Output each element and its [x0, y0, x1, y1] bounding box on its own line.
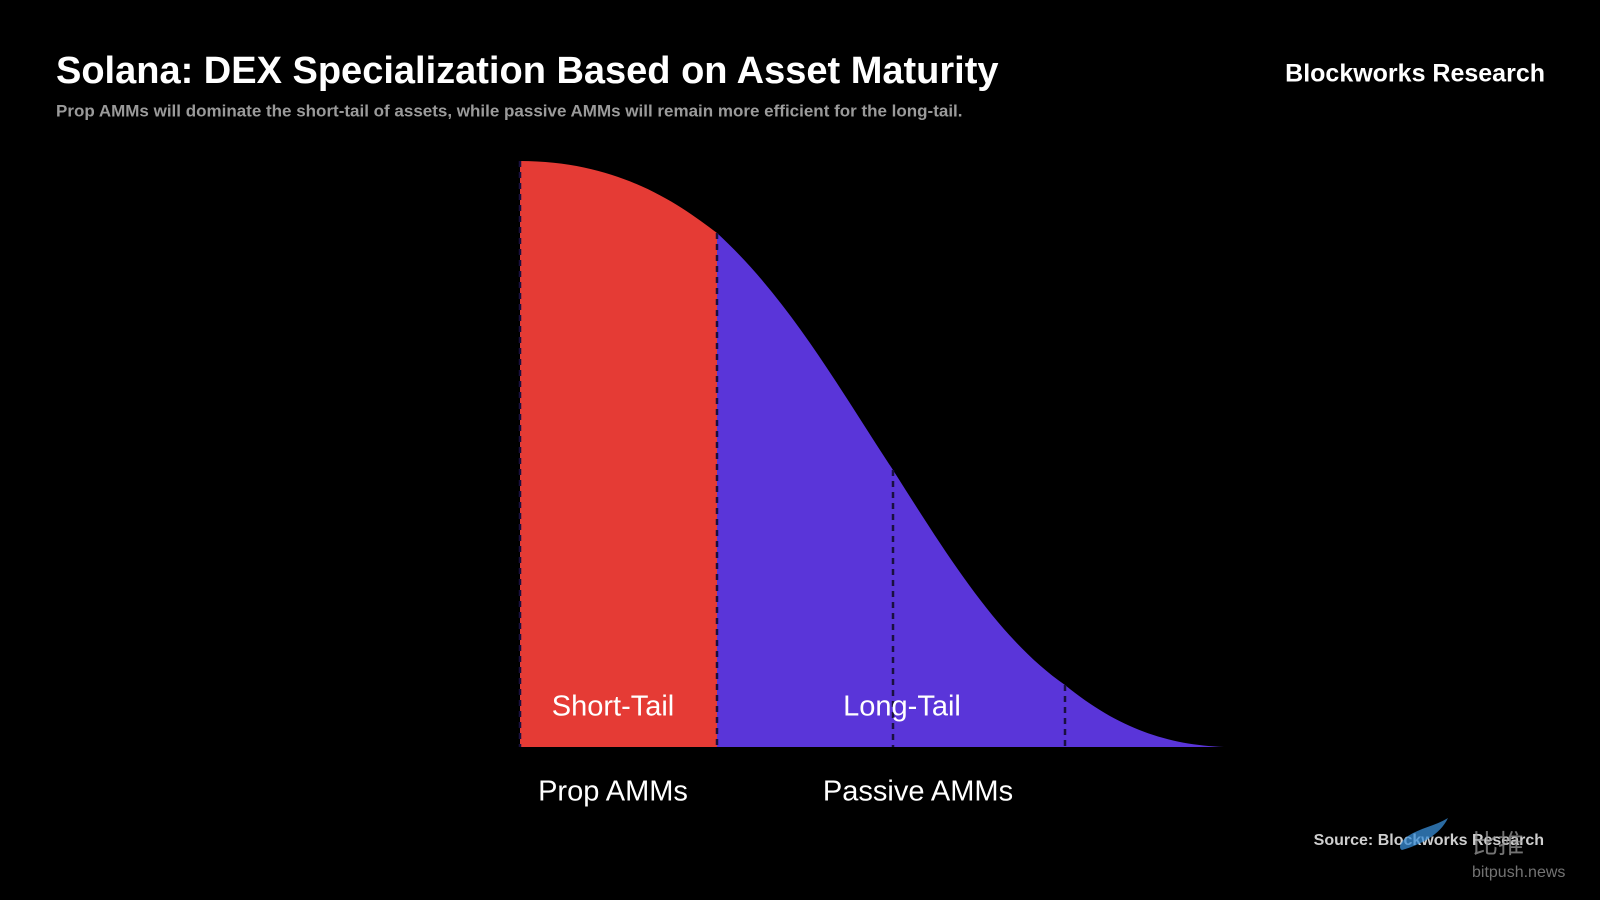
- category-label: Prop AMMs: [538, 776, 688, 808]
- region-label: Long-Tail: [843, 691, 961, 723]
- watermark-logo-text: 比推: [1472, 829, 1524, 859]
- category-label: Passive AMMs: [823, 776, 1013, 808]
- short-tail-area: [520, 161, 717, 747]
- long-tail-area: [717, 233, 1224, 747]
- curve: [520, 161, 1224, 747]
- watermark: 比推 bitpush.news: [1400, 818, 1565, 881]
- watermark-logo: [1400, 818, 1448, 850]
- brand: Blockworks Research: [1285, 60, 1545, 88]
- title: Solana: DEX Specialization Based on Asse…: [56, 50, 999, 92]
- watermark-site: bitpush.news: [1472, 864, 1565, 881]
- region-label: Short-Tail: [552, 691, 675, 723]
- source: Source: Blockworks Research: [1314, 832, 1544, 849]
- dividers: [518, 161, 1067, 747]
- subtitle: Prop AMMs will dominate the short-tail o…: [56, 101, 963, 120]
